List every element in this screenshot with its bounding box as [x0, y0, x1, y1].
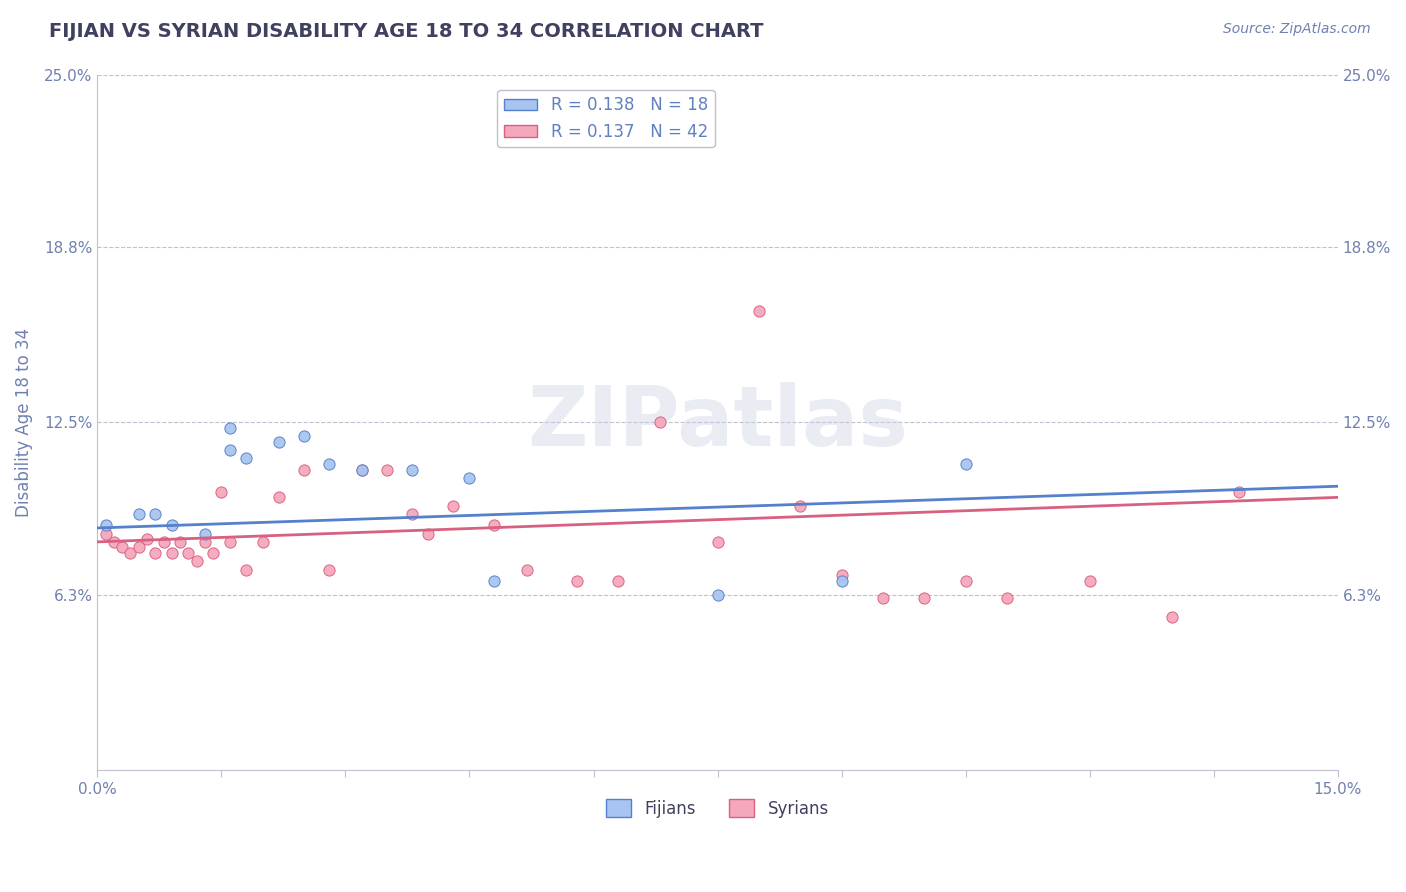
Point [143, 507, 166, 521]
Point [94, 518, 117, 533]
Point [235, 563, 257, 577]
Point [706, 534, 728, 549]
Point [484, 574, 506, 588]
Point [128, 507, 150, 521]
Point [152, 534, 174, 549]
Point [235, 451, 257, 466]
Point [350, 462, 373, 476]
Point [458, 471, 481, 485]
Point [177, 546, 200, 560]
Point [186, 554, 208, 568]
Point [103, 534, 125, 549]
Point [136, 532, 159, 546]
Point [401, 507, 423, 521]
Point [350, 462, 373, 476]
Point [441, 499, 464, 513]
Text: ZIPatlas: ZIPatlas [527, 382, 908, 463]
Point [872, 591, 894, 605]
Point [120, 546, 142, 560]
Point [831, 574, 853, 588]
Y-axis label: Disability Age 18 to 34: Disability Age 18 to 34 [15, 327, 32, 516]
Point [209, 484, 232, 499]
Point [143, 546, 166, 560]
Point [1078, 574, 1101, 588]
Point [955, 457, 977, 471]
Point [218, 534, 240, 549]
Point [318, 457, 340, 471]
Point [1227, 484, 1250, 499]
Point [194, 534, 217, 549]
Point [748, 304, 770, 318]
Point [94, 526, 117, 541]
Legend: Fijians, Syrians: Fijians, Syrians [599, 793, 835, 824]
Text: FIJIAN VS SYRIAN DISABILITY AGE 18 TO 34 CORRELATION CHART: FIJIAN VS SYRIAN DISABILITY AGE 18 TO 34… [49, 22, 763, 41]
Point [648, 415, 671, 429]
Point [160, 546, 183, 560]
Point [706, 588, 728, 602]
Point [160, 518, 183, 533]
Point [416, 526, 439, 541]
Point [912, 591, 935, 605]
Point [218, 421, 240, 435]
Point [128, 541, 150, 555]
Point [484, 518, 506, 533]
Point [252, 534, 274, 549]
Point [565, 574, 588, 588]
Point [831, 568, 853, 582]
Point [269, 491, 291, 505]
Point [516, 563, 538, 577]
Point [1161, 610, 1184, 624]
Text: Source: ZipAtlas.com: Source: ZipAtlas.com [1223, 22, 1371, 37]
Point [789, 499, 811, 513]
Point [375, 462, 398, 476]
Point [607, 574, 630, 588]
Point [269, 434, 291, 449]
Point [292, 429, 315, 443]
Point [401, 462, 423, 476]
Point [318, 563, 340, 577]
Point [111, 541, 134, 555]
Point [955, 574, 977, 588]
Point [169, 534, 191, 549]
Point [218, 443, 240, 458]
Point [995, 591, 1018, 605]
Point [292, 462, 315, 476]
Point [194, 526, 217, 541]
Point [202, 546, 225, 560]
